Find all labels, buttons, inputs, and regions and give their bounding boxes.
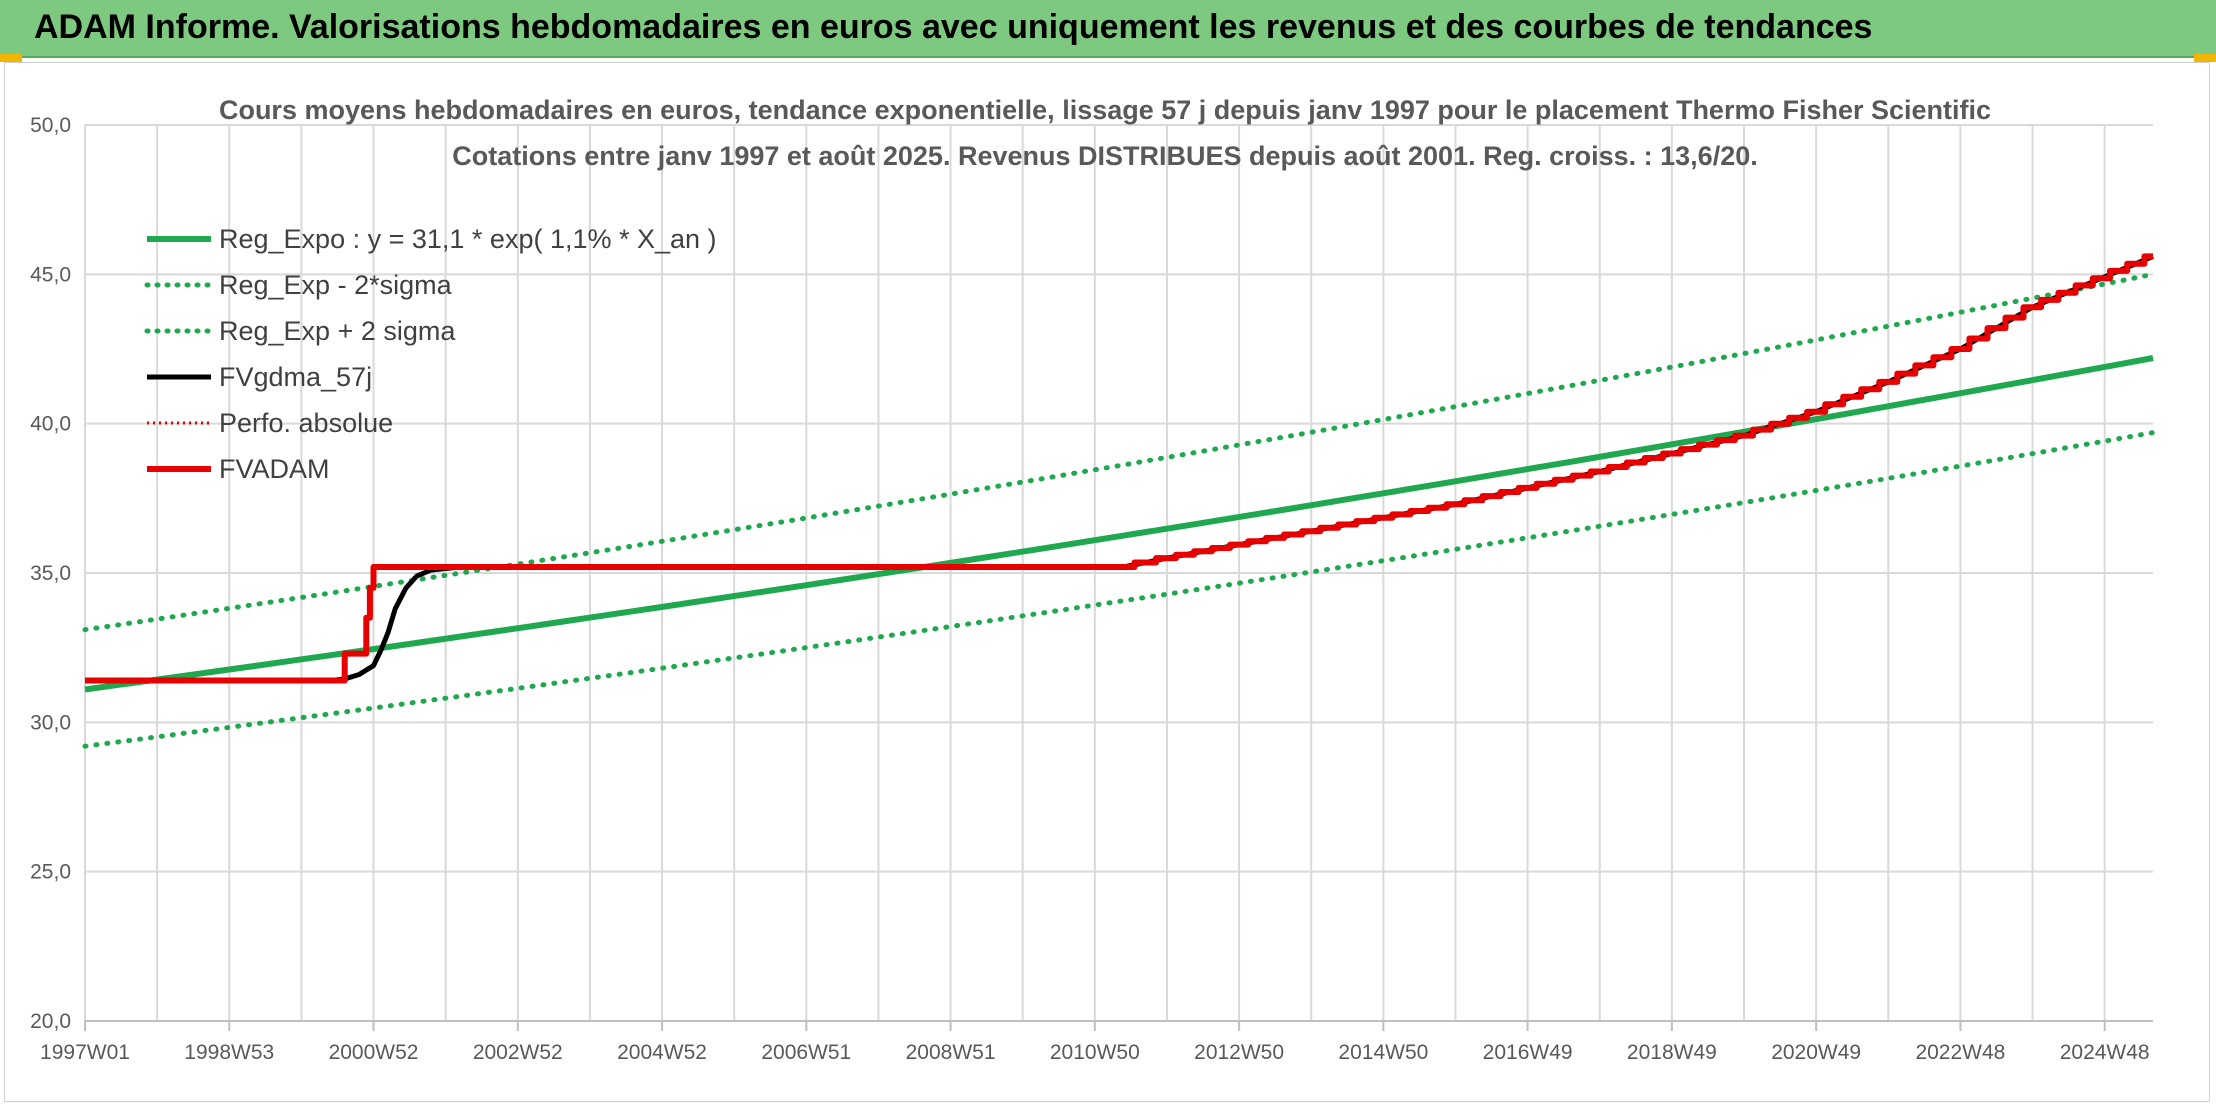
corner-marker-left [0,54,22,62]
x-tick-label: 1998W53 [184,1041,274,1064]
report-title: ADAM Informe. Valorisations hebdomadaire… [34,8,1873,46]
x-tick-label: 2020W49 [1771,1041,1861,1064]
legend-label: Reg_Exp - 2*sigma [219,270,453,300]
report-title-bar: ADAM Informe. Valorisations hebdomadaire… [0,0,2216,58]
y-axis: 20,0 25,0 30,0 35,0 40,0 45,0 50,0 [30,114,71,1033]
x-tick-label: 2024W48 [2060,1041,2150,1064]
x-tick-label: 2012W50 [1194,1041,1284,1064]
line-chart: 20,0 25,0 30,0 35,0 40,0 45,0 50,0 1997W01 1998… [30,95,2156,1064]
legend-label: FVADAM [219,454,330,484]
chart-frame: 20,0 25,0 30,0 35,0 40,0 45,0 50,0 1997W01 1998… [4,62,2210,1102]
y-tick-label: 30,0 [30,711,71,734]
x-tick-label: 2000W52 [329,1041,419,1064]
x-tick-label: 1997W01 [40,1041,130,1064]
corner-marker-right [2194,54,2216,62]
x-tick-label: 2010W50 [1050,1041,1140,1064]
series-reg-exp-minus-2sigma [82,430,2156,749]
series-reg-expo [84,355,2154,693]
y-tick-label: 35,0 [30,562,71,585]
x-tick-label: 2002W52 [473,1041,563,1064]
series-reg-exp-plus-2sigma [82,271,2156,633]
x-tick-label: 2016W49 [1483,1041,1573,1064]
y-tick-label: 45,0 [30,263,71,286]
series-fvadam [85,253,2153,684]
x-axis: 1997W01 1998W53 2000W52 2002W52 2004W52 2006W… [40,1021,2150,1064]
legend-label: FVgdma_57j [219,362,372,392]
x-tick-label: 2022W48 [1915,1041,2005,1064]
x-tick-label: 2006W51 [761,1041,851,1064]
chart-subtitle: Cotations entre janv 1997 et août 2025. … [452,141,1757,171]
x-tick-label: 2014W50 [1338,1041,1428,1064]
x-tick-label: 2004W52 [617,1041,707,1064]
chart-legend: Reg_Expo : y = 31,1 * exp( 1,1% * X_an )… [144,224,717,484]
legend-label: Perfo. absolue [219,408,393,438]
y-tick-label: 40,0 [30,413,71,436]
chart-title: Cours moyens hebdomadaires en euros, ten… [219,95,1991,125]
chart-grid [84,124,2153,1022]
legend-label: Reg_Expo : y = 31,1 * exp( 1,1% * X_an ) [219,224,717,254]
x-tick-label: 2008W51 [906,1041,996,1064]
x-tick-label: 2018W49 [1627,1041,1717,1064]
y-tick-label: 50,0 [30,114,71,137]
y-tick-label: 20,0 [30,1010,71,1033]
chart-series [82,253,2156,749]
legend-label: Reg_Exp + 2 sigma [219,316,456,346]
y-tick-label: 25,0 [30,861,71,884]
